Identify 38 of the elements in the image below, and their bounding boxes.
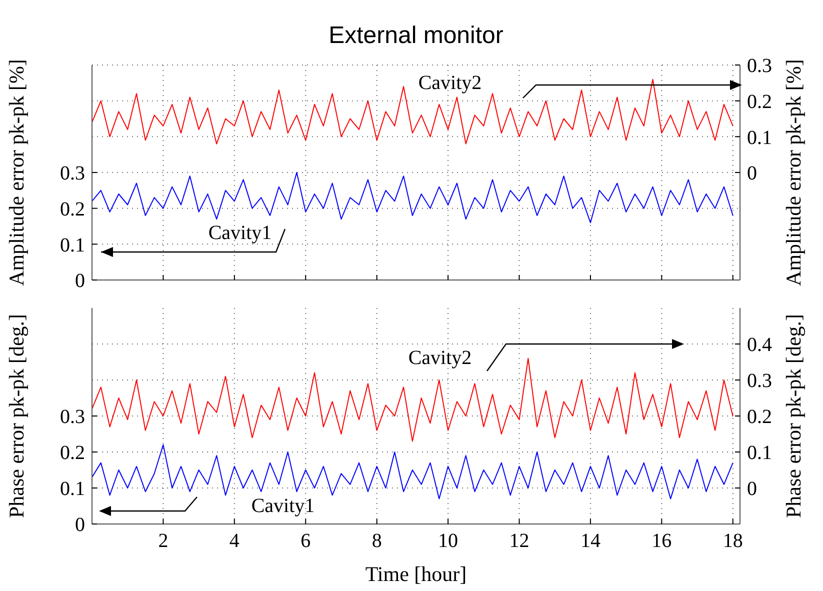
y-axis-title: Phase error pk-pk [deg.] bbox=[4, 314, 28, 518]
y-tick-label: 0 bbox=[75, 270, 85, 292]
x-axis-title: Time [hour] bbox=[365, 562, 467, 586]
y-tick-label: 0.3 bbox=[60, 162, 85, 185]
y2-tick-label: 0.3 bbox=[747, 370, 772, 392]
y-tick-label: 0 bbox=[75, 514, 85, 536]
line-series bbox=[92, 444, 734, 500]
x-tick-label: 4 bbox=[229, 530, 240, 552]
y-tick-label: 0.2 bbox=[60, 442, 85, 464]
x-tick-label: 14 bbox=[580, 530, 600, 552]
x-tick-label: 16 bbox=[652, 530, 672, 552]
y-tick-label: 0.1 bbox=[60, 234, 85, 256]
series-label: Cavity2 bbox=[408, 347, 472, 369]
y2-tick-label: 0.1 bbox=[747, 442, 772, 464]
y2-axis-title: Phase error pk-pk [deg.] bbox=[781, 314, 806, 518]
y-tick-label: 0.1 bbox=[60, 478, 85, 500]
x-tick-label: 8 bbox=[372, 530, 382, 552]
x-tick-label: 18 bbox=[722, 530, 743, 552]
chart-title: External monitor bbox=[328, 22, 504, 50]
series-label: Cavity2 bbox=[418, 72, 482, 94]
series-label: Cavity1 bbox=[251, 495, 315, 517]
y2-tick-label: 0.2 bbox=[747, 90, 772, 113]
x-tick-label: 2 bbox=[158, 530, 168, 552]
y2-tick-label: 0.2 bbox=[747, 406, 772, 428]
y2-tick-label: 0 bbox=[747, 478, 757, 500]
y-tick-label: 0.2 bbox=[60, 198, 85, 220]
y2-axis-title: Amplitude error pk-pk [%] bbox=[781, 59, 806, 286]
line-series bbox=[92, 172, 734, 224]
x-tick-label: 6 bbox=[300, 530, 311, 552]
y2-tick-label: 0.4 bbox=[747, 334, 772, 356]
y2-tick-label: 0 bbox=[747, 162, 757, 185]
x-tick-label: 10 bbox=[438, 530, 458, 552]
y-tick-label: 0.3 bbox=[60, 406, 85, 428]
series-label: Cavity1 bbox=[208, 222, 272, 244]
y2-tick-label: 0.1 bbox=[747, 126, 772, 149]
y-axis-title: Amplitude error pk-pk [%] bbox=[4, 59, 28, 286]
x-tick-label: 12 bbox=[509, 530, 530, 552]
y2-tick-label: 0.3 bbox=[747, 55, 772, 78]
